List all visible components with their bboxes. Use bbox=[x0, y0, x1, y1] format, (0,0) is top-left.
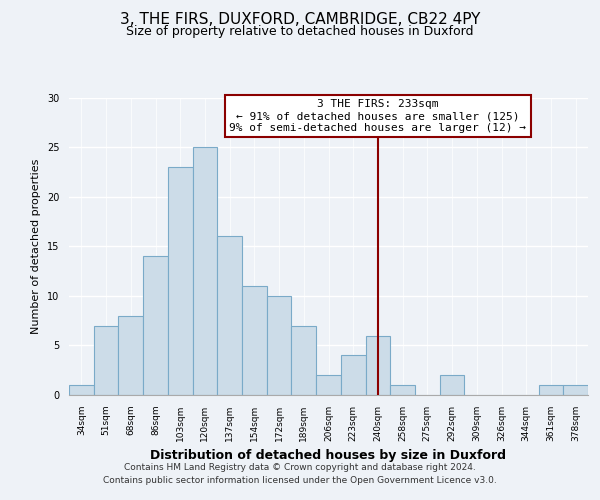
Bar bbox=[118, 316, 143, 395]
Bar bbox=[217, 236, 242, 395]
Text: Contains HM Land Registry data © Crown copyright and database right 2024.: Contains HM Land Registry data © Crown c… bbox=[124, 464, 476, 472]
Bar bbox=[94, 326, 118, 395]
Bar bbox=[539, 385, 563, 395]
Bar bbox=[193, 147, 217, 395]
Bar bbox=[316, 375, 341, 395]
Bar bbox=[341, 356, 365, 395]
X-axis label: Distribution of detached houses by size in Duxford: Distribution of detached houses by size … bbox=[151, 450, 506, 462]
Bar bbox=[168, 167, 193, 395]
Bar bbox=[390, 385, 415, 395]
Bar bbox=[365, 336, 390, 395]
Bar bbox=[440, 375, 464, 395]
Text: 3, THE FIRS, DUXFORD, CAMBRIDGE, CB22 4PY: 3, THE FIRS, DUXFORD, CAMBRIDGE, CB22 4P… bbox=[120, 12, 480, 28]
Y-axis label: Number of detached properties: Number of detached properties bbox=[31, 158, 41, 334]
Bar bbox=[143, 256, 168, 395]
Text: Contains public sector information licensed under the Open Government Licence v3: Contains public sector information licen… bbox=[103, 476, 497, 485]
Text: Size of property relative to detached houses in Duxford: Size of property relative to detached ho… bbox=[126, 25, 474, 38]
Bar bbox=[563, 385, 588, 395]
Text: 3 THE FIRS: 233sqm
← 91% of detached houses are smaller (125)
9% of semi-detache: 3 THE FIRS: 233sqm ← 91% of detached hou… bbox=[229, 100, 526, 132]
Bar bbox=[292, 326, 316, 395]
Bar bbox=[69, 385, 94, 395]
Bar bbox=[267, 296, 292, 395]
Bar bbox=[242, 286, 267, 395]
